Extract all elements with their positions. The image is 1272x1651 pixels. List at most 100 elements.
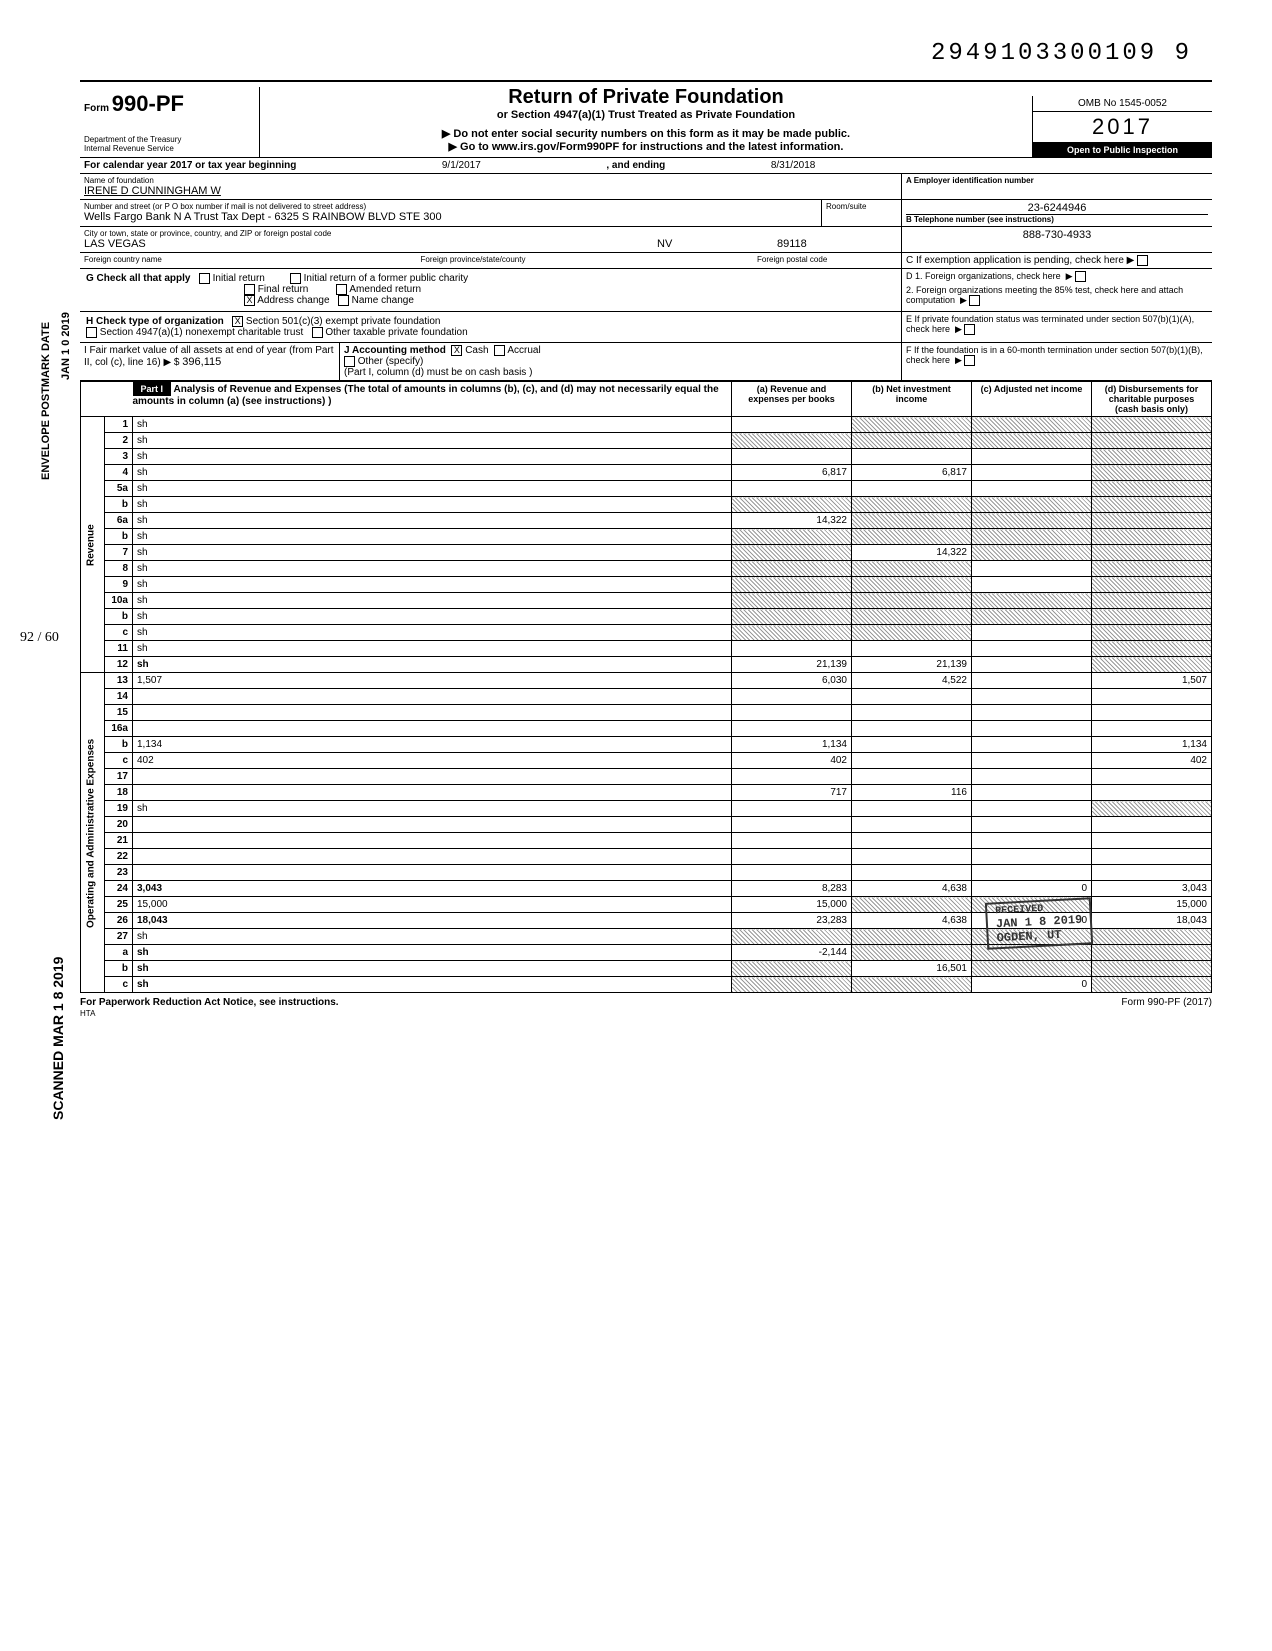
row-desc: 15,000 (133, 897, 732, 913)
cell-d (1092, 433, 1212, 449)
cell-a: 15,000 (732, 897, 852, 913)
row-desc: 18,043 (133, 913, 732, 929)
cell-a: -2,144 (732, 945, 852, 961)
row-num: b (105, 609, 133, 625)
foreign-country-label: Foreign country name (84, 255, 421, 264)
row-num: 5a (105, 481, 133, 497)
row-desc: sh (133, 465, 732, 481)
cell-d (1092, 817, 1212, 833)
omb-number: OMB No 1545-0052 (1033, 96, 1212, 112)
row-desc: 1,507 (133, 673, 732, 689)
cell-c (972, 865, 1092, 881)
cell-c (972, 465, 1092, 481)
barcode-number: 2949103300109 9 (931, 40, 1192, 67)
h-4947: Section 4947(a)(1) nonexempt charitable … (100, 327, 303, 338)
h-501c3-checkbox[interactable]: X (232, 316, 243, 327)
row-desc: sh (133, 529, 732, 545)
row-num: 14 (105, 689, 133, 705)
cell-c (972, 769, 1092, 785)
g-name-checkbox[interactable] (338, 295, 349, 306)
j-accrual-checkbox[interactable] (494, 345, 505, 356)
cell-d (1092, 481, 1212, 497)
row-num: 16a (105, 721, 133, 737)
j-accrual: Accrual (507, 345, 540, 356)
cell-d (1092, 529, 1212, 545)
cell-c (972, 817, 1092, 833)
col-b-header: (b) Net investment income (852, 382, 972, 417)
form-warning: ▶ Do not enter social security numbers o… (270, 127, 1022, 140)
h-other-checkbox[interactable] (312, 327, 323, 338)
cell-b: 6,817 (852, 465, 972, 481)
period-end: 8/31/2018 (771, 160, 816, 171)
cell-b (852, 801, 972, 817)
g-former-checkbox[interactable] (290, 273, 301, 284)
cell-d (1092, 449, 1212, 465)
row-num: b (105, 961, 133, 977)
g-address-checkbox[interactable]: X (244, 295, 255, 306)
cell-d (1092, 961, 1212, 977)
row-num: 8 (105, 561, 133, 577)
row-desc: sh (133, 497, 732, 513)
row-desc: sh (133, 977, 732, 993)
row-num: 13 (105, 673, 133, 689)
row-num: 19 (105, 801, 133, 817)
cell-c: 0 (972, 881, 1092, 897)
g-initial-checkbox[interactable] (199, 273, 210, 284)
cell-a (732, 689, 852, 705)
cell-b (852, 769, 972, 785)
row-desc: sh (133, 433, 732, 449)
j-other-checkbox[interactable] (344, 356, 355, 367)
c-label: C If exemption application is pending, c… (906, 255, 1134, 266)
col-a-header: (a) Revenue and expenses per books (732, 382, 852, 417)
cell-a: 8,283 (732, 881, 852, 897)
cell-a (732, 705, 852, 721)
row-desc: sh (133, 657, 732, 673)
cell-b (852, 753, 972, 769)
cell-c (972, 593, 1092, 609)
part1-heading: Analysis of Revenue and Expenses (The to… (133, 384, 719, 407)
d1-checkbox[interactable] (1075, 271, 1086, 282)
j-cash-checkbox[interactable]: X (451, 345, 462, 356)
cell-d (1092, 849, 1212, 865)
row-desc: 3,043 (133, 881, 732, 897)
g-final-checkbox[interactable] (244, 284, 255, 295)
cell-d (1092, 705, 1212, 721)
h-other: Other taxable private foundation (325, 327, 467, 338)
g-amended-checkbox[interactable] (336, 284, 347, 295)
row-desc: sh (133, 945, 732, 961)
cell-b (852, 929, 972, 945)
cell-d (1092, 657, 1212, 673)
revenue-vlabel: Revenue (81, 417, 105, 673)
cell-a (732, 961, 852, 977)
cell-d (1092, 497, 1212, 513)
form-goto: ▶ Go to www.irs.gov/Form990PF for instru… (270, 140, 1022, 153)
room-label: Room/suite (826, 202, 897, 211)
c-checkbox[interactable] (1137, 255, 1148, 266)
cell-d (1092, 977, 1212, 993)
e-checkbox[interactable] (964, 324, 975, 335)
row-desc: sh (133, 929, 732, 945)
cell-d (1092, 865, 1212, 881)
period-label: For calendar year 2017 or tax year begin… (84, 160, 296, 171)
row-num: 10a (105, 593, 133, 609)
ein-label: A Employer identification number (906, 176, 1208, 185)
cell-a (732, 593, 852, 609)
j-note: (Part I, column (d) must be on cash basi… (344, 367, 532, 378)
cell-c (972, 513, 1092, 529)
cell-b (852, 833, 972, 849)
h-4947-checkbox[interactable] (86, 327, 97, 338)
cell-b (852, 497, 972, 513)
row-num: b (105, 737, 133, 753)
g-final: Final return (258, 284, 309, 295)
f-checkbox[interactable] (964, 355, 975, 366)
cell-a (732, 929, 852, 945)
cell-c (972, 545, 1092, 561)
cell-c (972, 609, 1092, 625)
d2-checkbox[interactable] (969, 295, 980, 306)
row-desc: sh (133, 449, 732, 465)
col-d-header: (d) Disbursements for charitable purpose… (1092, 382, 1212, 417)
row-num: 25 (105, 897, 133, 913)
cell-a: 1,134 (732, 737, 852, 753)
part1-badge: Part I (133, 382, 172, 396)
cell-d (1092, 625, 1212, 641)
